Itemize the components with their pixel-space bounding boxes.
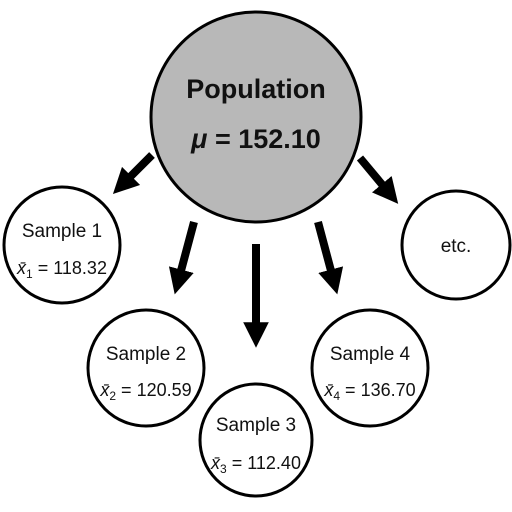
sample-node-3: Sample 3 x̄3 = 112.40 bbox=[198, 382, 314, 498]
sample-3-subscript: 3 bbox=[220, 462, 227, 476]
arrow-to-sample-2 bbox=[168, 220, 198, 295]
population-circle bbox=[149, 10, 363, 224]
sample-2-mean: x̄2 = 120.59 bbox=[99, 380, 191, 403]
sample-2-value: 120.59 bbox=[137, 380, 192, 400]
sample-1-equals: = bbox=[33, 258, 54, 278]
population-node: Population μ = 152.10 bbox=[149, 10, 363, 224]
xbar-symbol: x̄ bbox=[99, 380, 110, 400]
population-mean-equals: = bbox=[207, 124, 238, 154]
sample-3-circle bbox=[198, 382, 314, 498]
arrow-to-sample-4 bbox=[314, 220, 344, 295]
sample-4-value: 136.70 bbox=[361, 380, 416, 400]
sample-3-equals: = bbox=[227, 453, 248, 473]
arrow-to-sample-1 bbox=[112, 152, 155, 195]
arrows bbox=[112, 152, 399, 348]
sample-node-2: Sample 2 x̄2 = 120.59 bbox=[86, 308, 206, 428]
xbar-symbol: x̄ bbox=[210, 453, 221, 473]
more-samples-node: etc. bbox=[400, 189, 512, 301]
sample-1-circle bbox=[2, 185, 122, 305]
sample-3-mean: x̄3 = 112.40 bbox=[210, 453, 301, 476]
sample-1-label: Sample 1 bbox=[22, 221, 102, 242]
sample-2-label: Sample 2 bbox=[106, 344, 186, 365]
sample-4-subscript: 4 bbox=[333, 389, 340, 403]
sample-4-label: Sample 4 bbox=[330, 344, 411, 365]
xbar-symbol: x̄ bbox=[323, 380, 334, 400]
arrow-to-etc bbox=[356, 155, 399, 204]
population-mean: μ = 152.10 bbox=[190, 124, 321, 154]
mu-symbol: μ bbox=[190, 124, 207, 154]
sample-node-1: Sample 1 x̄1 = 118.32 bbox=[2, 185, 122, 305]
sample-node-4: Sample 4 x̄4 = 136.70 bbox=[310, 308, 430, 428]
xbar-symbol: x̄ bbox=[16, 258, 27, 278]
sample-2-subscript: 2 bbox=[109, 389, 116, 403]
population-label: Population bbox=[186, 74, 325, 104]
sample-3-value: 112.40 bbox=[247, 453, 301, 473]
sample-1-value: 118.32 bbox=[53, 258, 107, 278]
sample-1-mean: x̄1 = 118.32 bbox=[16, 258, 107, 281]
sample-4-equals: = bbox=[340, 380, 361, 400]
etc-circle bbox=[400, 189, 512, 301]
sample-3-label: Sample 3 bbox=[216, 415, 296, 436]
sample-2-circle bbox=[86, 308, 206, 428]
sample-4-circle bbox=[310, 308, 430, 428]
sample-2-equals: = bbox=[116, 380, 137, 400]
sample-4-mean: x̄4 = 136.70 bbox=[323, 380, 415, 403]
sample-1-subscript: 1 bbox=[26, 267, 33, 281]
population-mean-value: 152.10 bbox=[238, 124, 321, 154]
etc-label: etc. bbox=[441, 236, 472, 257]
